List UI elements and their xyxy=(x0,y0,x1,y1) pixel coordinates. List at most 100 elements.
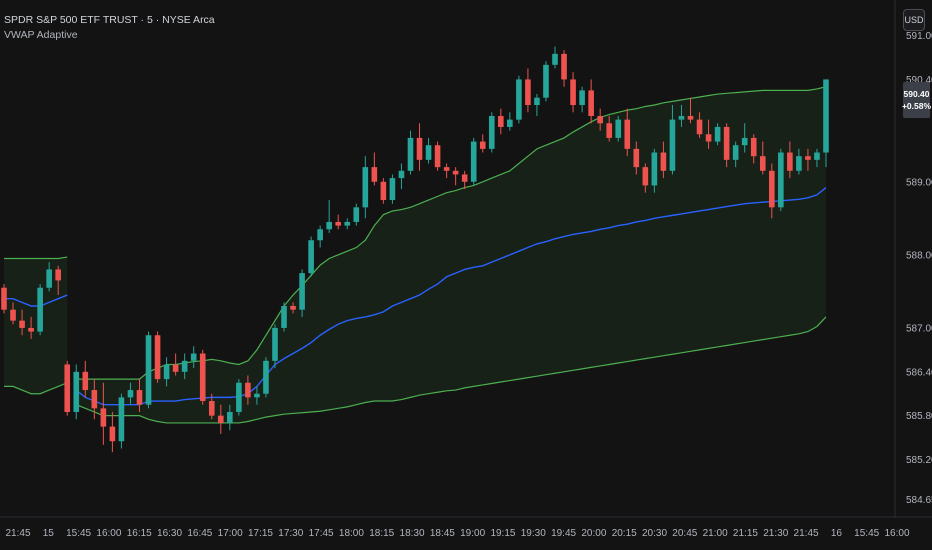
candle-body xyxy=(19,320,25,328)
x-tick-label: 20:45 xyxy=(672,528,697,539)
candle-body xyxy=(190,353,197,361)
chart-legend: SPDR S&P 500 ETF TRUST · 5 · NYSE Arca V… xyxy=(4,13,215,43)
last-price-value: 590.40 xyxy=(903,89,930,99)
candle-body xyxy=(443,167,450,171)
candle xyxy=(145,331,152,409)
x-tick-label: 17:30 xyxy=(278,528,303,539)
candle-body xyxy=(759,156,766,171)
candle-body xyxy=(669,119,676,171)
candle xyxy=(823,79,829,168)
x-tick-label: 21:45 xyxy=(794,528,819,539)
candle xyxy=(498,108,504,135)
candle-body xyxy=(479,141,486,149)
last-price-change: +0.58% xyxy=(901,101,932,111)
candle xyxy=(19,309,25,336)
candle-body xyxy=(434,145,441,168)
candle xyxy=(696,112,703,138)
x-tick-label: 20:15 xyxy=(612,528,637,539)
candle xyxy=(353,203,360,226)
candle xyxy=(190,346,197,369)
candle-body xyxy=(416,137,423,160)
lower-band-line xyxy=(76,316,827,424)
candle xyxy=(10,302,16,325)
candle xyxy=(723,123,730,168)
candle xyxy=(73,364,80,420)
candle xyxy=(588,79,594,124)
x-tick-label: 21:15 xyxy=(733,528,758,539)
candle xyxy=(344,218,351,230)
upper-band-line-pre xyxy=(4,256,68,260)
candle xyxy=(272,324,278,369)
x-tick-label: 21:30 xyxy=(763,528,788,539)
x-tick-label: 19:00 xyxy=(460,528,485,539)
candle xyxy=(127,382,134,405)
candle-body xyxy=(714,126,721,142)
candle xyxy=(633,141,640,175)
candle xyxy=(290,302,296,314)
x-tick-label: 16:00 xyxy=(96,528,121,539)
candle-body xyxy=(615,119,622,138)
candle-body xyxy=(588,90,594,116)
candle xyxy=(208,393,215,420)
candle xyxy=(470,137,477,186)
candle-body xyxy=(633,148,640,168)
candle-body xyxy=(624,119,631,149)
candle-body xyxy=(281,306,287,328)
candle xyxy=(732,141,739,168)
candle xyxy=(362,156,369,219)
indicator-name[interactable]: VWAP Adaptive xyxy=(4,29,78,41)
candle xyxy=(461,170,468,190)
y-tick-label: 585.20 xyxy=(906,455,932,466)
x-tick-label: 15:45 xyxy=(854,528,879,539)
currency-button[interactable]: USD xyxy=(903,9,925,31)
candle-body xyxy=(145,335,152,405)
x-tick-label: 17:45 xyxy=(309,528,334,539)
candle-body xyxy=(814,152,820,160)
candle-body xyxy=(362,167,369,208)
candle-body xyxy=(696,119,703,135)
x-tick-label: 18:15 xyxy=(369,528,394,539)
candle-body xyxy=(163,364,170,380)
candle-body xyxy=(227,411,233,423)
symbol-title[interactable]: SPDR S&P 500 ETF TRUST · 5 · NYSE Arca xyxy=(4,14,215,26)
candle-body xyxy=(55,269,61,281)
candle xyxy=(570,72,576,113)
x-tick-label: 19:45 xyxy=(551,528,576,539)
candle xyxy=(769,163,775,219)
candle xyxy=(172,353,179,376)
x-tick-label: 16:45 xyxy=(187,528,212,539)
candle-body xyxy=(236,382,242,412)
candle-body xyxy=(1,287,7,310)
candle xyxy=(55,265,61,296)
candle xyxy=(534,94,540,116)
candle xyxy=(642,163,649,193)
candle-body xyxy=(82,371,89,391)
candle xyxy=(814,148,820,168)
candle xyxy=(543,61,549,102)
candle-body xyxy=(10,309,16,321)
x-tick-label: 18:45 xyxy=(430,528,455,539)
candle xyxy=(199,349,206,405)
candle-body xyxy=(750,137,757,157)
candle xyxy=(299,269,305,317)
candle xyxy=(281,302,287,332)
vwap-line-pre xyxy=(4,294,68,307)
candle xyxy=(317,225,323,248)
candle xyxy=(750,134,757,164)
candle-body xyxy=(127,390,134,398)
candle xyxy=(308,236,314,277)
candle xyxy=(1,284,7,314)
candle xyxy=(109,411,116,453)
band-fill-pre xyxy=(4,257,68,394)
candle-body xyxy=(46,269,52,288)
candle-body xyxy=(335,221,342,226)
candle-body xyxy=(579,90,585,106)
candle xyxy=(398,163,405,190)
candle xyxy=(525,68,531,113)
candle xyxy=(796,148,802,175)
candle xyxy=(606,115,613,142)
candle-body xyxy=(398,170,405,179)
candle-body xyxy=(778,152,784,208)
